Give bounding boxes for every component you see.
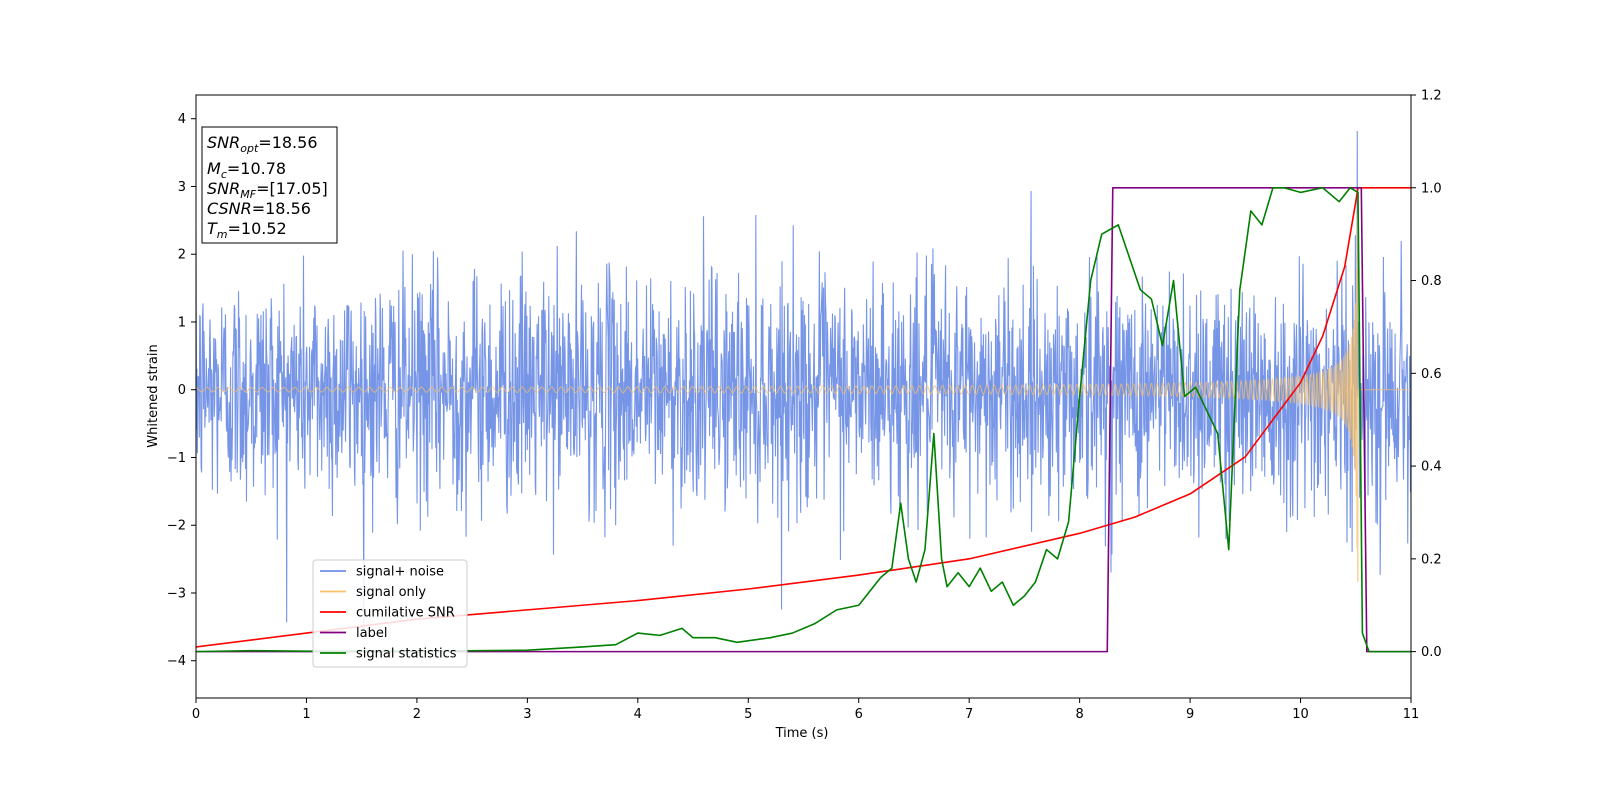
series-group [196,130,1411,653]
x-tick-label: 6 [855,707,863,722]
x-tick-label: 5 [744,707,752,722]
x-tick-label: 11 [1403,707,1420,722]
legend: signal+ noise signal only cumilative SNR la… [312,559,468,668]
axes: 0 1 2 3 4 5 6 7 8 9 10 1143210−1−2−3−41.21.00.80.60… [167,89,1442,723]
series-cumilative-snr [196,186,1411,648]
x-tick-label: 0 [192,707,200,722]
legend-label-label: label [356,626,387,641]
legend-label-signal-only: signal only [356,585,426,600]
y-right-tick-label: 0.2 [1421,552,1442,567]
y-right-tick-label: 0.8 [1421,274,1442,289]
y-left-tick-label: 0 [178,383,186,398]
info-box: SNRopt=18.56 Mc=10.78 SNRMF=[17.05] CSNR… [201,126,338,244]
y-right-tick-label: 0.6 [1421,367,1442,382]
series-signal-only [196,214,1411,582]
y-left-tick-label: −4 [167,654,186,669]
x-tick-label: 10 [1292,707,1309,722]
series-signal-statistics [196,186,1411,653]
info-tm: Tm=10.52 [207,219,287,241]
y-axis-label: Whitened strain [146,344,161,447]
legend-label-cumilative-snr: cumilative SNR [356,606,455,621]
x-tick-label: 9 [1186,707,1194,722]
y-right-tick-label: 1.0 [1421,181,1442,196]
x-tick-label: 7 [965,707,973,722]
legend-frame [312,559,468,668]
legend-label-signal-noise: signal+ noise [356,565,444,580]
info-snr-opt: SNRopt=18.56 [207,133,318,155]
legend-label-signal-statistics: signal statistics [356,647,457,662]
y-left-tick-label: 1 [178,315,186,330]
y-right-tick-label: 0.4 [1421,460,1442,475]
y-left-tick-label: 4 [178,112,186,127]
plot-frame [195,94,1412,699]
info-mc: Mc=10.78 [207,159,286,181]
x-tick-label: 1 [302,707,310,722]
info-csnr: CSNR=18.56 [207,199,311,218]
y-left-tick-label: 3 [178,180,186,195]
y-right-tick-label: 0.0 [1421,645,1442,660]
plot-area [196,130,1411,653]
x-tick-label: 3 [523,707,531,722]
y-left-tick-label: −3 [167,586,186,601]
info-snr-mf: SNRMF=[17.05] [207,179,328,201]
y-left-tick-label: −1 [167,451,186,466]
y-left-tick-label: −2 [167,519,186,534]
x-tick-label: 8 [1075,707,1083,722]
y-right-tick-label: 1.2 [1421,89,1442,104]
x-tick-label: 4 [634,707,642,722]
info-box-frame [201,126,338,244]
y-left-tick-label: 2 [178,248,186,263]
x-axis-label: Time (s) [775,726,829,741]
x-tick-label: 2 [413,707,421,722]
